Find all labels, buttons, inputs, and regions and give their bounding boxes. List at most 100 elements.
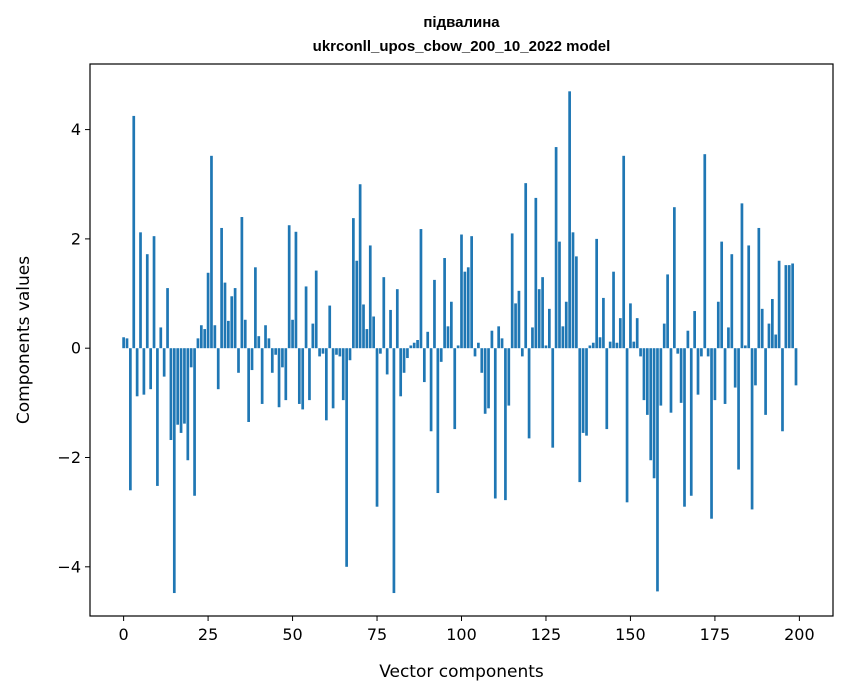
- bar: [135, 348, 139, 397]
- bar: [547, 308, 551, 349]
- bar: [781, 348, 784, 432]
- bar: [673, 207, 676, 349]
- bar: [240, 217, 244, 349]
- bar: [129, 348, 132, 491]
- bar: [700, 348, 703, 357]
- bar: [733, 348, 737, 388]
- x-tick-label: 75: [367, 625, 387, 644]
- bar: [561, 326, 565, 349]
- bar: [321, 348, 325, 354]
- bar: [757, 227, 761, 349]
- bar: [649, 348, 653, 461]
- bar: [679, 348, 683, 403]
- bar: [618, 318, 622, 349]
- bar: [419, 229, 423, 349]
- bar: [450, 301, 453, 349]
- bar: [352, 218, 355, 349]
- bar: [375, 348, 379, 507]
- bar: [358, 184, 362, 349]
- bar: [645, 348, 649, 415]
- bar: [787, 265, 791, 349]
- bar: [433, 279, 436, 349]
- bar: [331, 348, 335, 409]
- bar: [389, 309, 392, 349]
- bar: [676, 348, 680, 354]
- bar: [122, 337, 125, 349]
- bar: [277, 348, 281, 408]
- x-axis-label: Vector components: [379, 662, 544, 682]
- bar: [166, 288, 169, 349]
- bar: [713, 348, 717, 401]
- bar: [551, 348, 555, 448]
- bar: [243, 319, 247, 349]
- bar: [784, 265, 788, 349]
- bar: [291, 319, 294, 349]
- bar: [169, 348, 173, 441]
- bar: [446, 326, 450, 349]
- y-tick-label: −4: [57, 557, 81, 576]
- bar: [490, 330, 494, 349]
- bar: [747, 245, 751, 349]
- bar: [439, 348, 443, 362]
- bar: [426, 331, 430, 349]
- y-tick-label: 0: [71, 339, 81, 358]
- bar: [270, 348, 274, 373]
- bar: [274, 348, 278, 355]
- bar: [362, 304, 365, 349]
- bar: [585, 348, 588, 436]
- bar: [257, 336, 261, 349]
- bar: [399, 348, 403, 397]
- x-tick-label: 175: [700, 625, 731, 644]
- bar: [287, 225, 291, 349]
- bar: [527, 348, 531, 439]
- bar: [558, 241, 561, 349]
- bar: [199, 325, 203, 349]
- x-axis-ticks: 0 25 50 75 100 125 150 175 200: [119, 616, 815, 644]
- bar: [385, 348, 389, 375]
- bar: [176, 348, 180, 425]
- bar: [510, 233, 514, 349]
- bar: [743, 345, 747, 349]
- bar: [764, 348, 767, 415]
- bar: [281, 348, 284, 368]
- y-axis-label: Components values: [14, 256, 34, 424]
- bar: [568, 91, 571, 349]
- bar: [402, 348, 406, 373]
- x-tick-label: 150: [615, 625, 646, 644]
- bar: [382, 277, 386, 349]
- bar: [233, 288, 237, 349]
- bar: [767, 323, 771, 349]
- bar: [564, 301, 568, 349]
- bar: [683, 348, 686, 507]
- bar: [429, 348, 433, 432]
- bar: [395, 289, 399, 349]
- bar: [179, 348, 183, 433]
- bar: [689, 348, 693, 496]
- bar: [125, 338, 129, 349]
- bar: [504, 348, 507, 501]
- bar: [723, 348, 727, 404]
- bar: [443, 258, 446, 349]
- bar: [581, 348, 585, 433]
- bar: [260, 348, 264, 404]
- bar: [625, 348, 629, 503]
- bar: [777, 260, 781, 349]
- bar: [237, 348, 240, 373]
- bar: [517, 290, 521, 349]
- bar: [514, 303, 517, 349]
- x-tick-label: 125: [531, 625, 562, 644]
- bar: [453, 348, 457, 430]
- bar: [615, 342, 619, 349]
- bar: [605, 348, 609, 430]
- bar: [250, 348, 254, 371]
- bar: [416, 340, 419, 349]
- bar: [760, 308, 764, 349]
- bar: [365, 329, 369, 349]
- bar: [575, 256, 578, 349]
- bar: [544, 345, 548, 349]
- bar: [264, 325, 267, 349]
- bar: [602, 297, 605, 349]
- bar: [541, 277, 544, 349]
- bar: [710, 348, 713, 519]
- bar: [341, 348, 345, 401]
